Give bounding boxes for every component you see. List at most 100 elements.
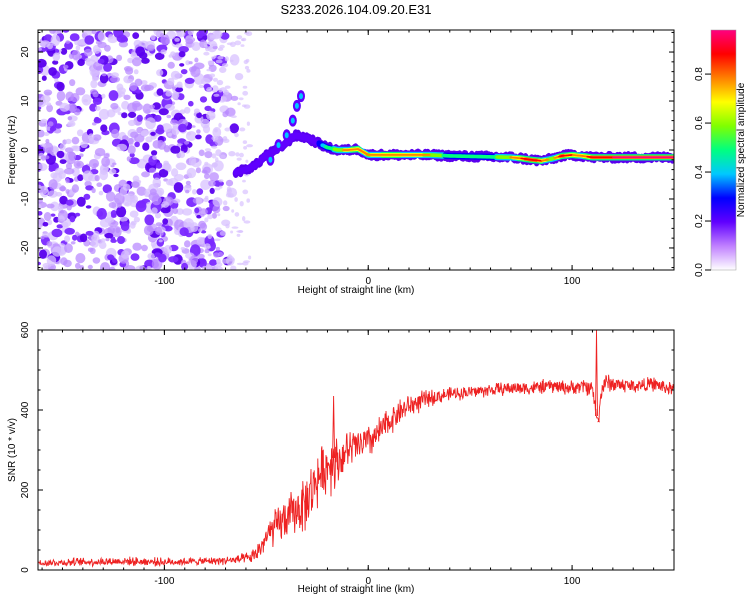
noise-blob [175, 162, 187, 171]
noise-blob [231, 226, 239, 229]
noise-blob [103, 62, 113, 72]
noise-blob [156, 187, 165, 196]
noise-blob [46, 203, 55, 209]
colorbar-ticks: 0.0 0.2 0.4 0.6 0.8 [694, 29, 737, 277]
noise-blob [62, 30, 70, 33]
noise-blob [67, 120, 76, 127]
noise-blob [62, 64, 69, 69]
noise-blob [207, 41, 211, 45]
noise-blob [59, 195, 68, 205]
noise-blob [103, 153, 110, 159]
noise-blob [52, 60, 59, 65]
noise-blob [208, 115, 216, 119]
spectrogram-noise-region [38, 30, 254, 270]
noise-blob [174, 37, 180, 42]
noise-blob [206, 110, 216, 121]
noise-blob [148, 167, 156, 173]
noise-blob [79, 233, 88, 243]
snr-x-tick-label: 100 [564, 576, 581, 587]
noise-blob [204, 248, 210, 254]
noise-blob [91, 30, 97, 35]
noise-blob [64, 147, 74, 154]
noise-blob [147, 44, 155, 52]
noise-blob [141, 171, 150, 178]
noise-blob [68, 151, 76, 161]
noise-blob [215, 227, 222, 232]
noise-blob [156, 124, 164, 133]
noise-blob [101, 93, 106, 99]
noise-blob [75, 253, 86, 264]
noise-blob [158, 239, 163, 243]
noise-blob [214, 128, 218, 133]
noise-blob [145, 117, 156, 130]
noise-blob [117, 202, 122, 208]
noise-blob [179, 63, 185, 67]
noise-blob [209, 35, 216, 40]
noise-blob [64, 227, 75, 235]
noise-blob [40, 118, 48, 124]
noise-blob [126, 156, 132, 162]
noise-blob [100, 124, 108, 132]
noise-blob [122, 183, 131, 191]
snr-line-path [38, 330, 674, 568]
noise-blob [211, 145, 218, 149]
colorbar-tick-label: 0.8 [694, 67, 705, 81]
noise-blob [207, 245, 211, 249]
noise-blob [213, 252, 220, 258]
colorbar-tick-label: 0.4 [694, 165, 705, 179]
noise-blob [111, 213, 117, 218]
noise-blob [178, 51, 186, 58]
noise-blob [112, 162, 117, 166]
noise-blob [127, 119, 136, 127]
noise-blob [76, 196, 86, 207]
noise-blob [96, 208, 107, 220]
noise-blob [111, 128, 120, 139]
noise-blob [116, 34, 128, 43]
noise-blob [133, 216, 140, 223]
noise-blob [188, 66, 197, 73]
noise-blob [42, 232, 51, 238]
noise-blob [229, 123, 239, 134]
noise-blob [116, 83, 124, 91]
noise-blob [172, 207, 179, 215]
noise-blob [97, 31, 106, 42]
noise-blob [47, 219, 53, 226]
noise-blob [150, 34, 156, 41]
noise-blob [51, 228, 63, 238]
noise-blob [211, 56, 216, 60]
noise-blob [191, 41, 201, 52]
noise-blob [151, 195, 162, 206]
spectrogram-x-tick-label: -100 [154, 276, 174, 287]
noise-blob [130, 52, 137, 59]
noise-blob [209, 259, 218, 266]
noise-blob [234, 212, 240, 217]
noise-blob [239, 152, 244, 158]
noise-blob [214, 238, 221, 242]
noise-blob [124, 202, 130, 206]
noise-blob [156, 69, 164, 77]
noise-blob [56, 81, 65, 92]
noise-blob [199, 96, 208, 103]
noise-blob [185, 180, 191, 186]
noise-blob [188, 61, 193, 65]
noise-blob [215, 59, 223, 64]
spike-core [294, 102, 299, 109]
noise-blob [135, 200, 147, 213]
spectrogram-x-tick-label: 100 [564, 276, 581, 287]
noise-blob [84, 57, 92, 63]
noise-blob [50, 213, 56, 217]
noise-blob [170, 70, 181, 80]
noise-blob [69, 79, 76, 87]
noise-blob [234, 132, 239, 138]
noise-blob [156, 88, 164, 96]
spectrogram-y-tick-label: 20 [20, 46, 31, 58]
noise-blob [220, 32, 230, 40]
noise-blob [180, 247, 186, 251]
noise-blob [196, 188, 204, 196]
noise-blob [66, 204, 72, 211]
noise-blob [167, 132, 173, 137]
noise-blob [219, 66, 227, 73]
noise-blob [190, 255, 199, 264]
noise-blob [51, 246, 63, 257]
noise-blob [127, 145, 136, 155]
